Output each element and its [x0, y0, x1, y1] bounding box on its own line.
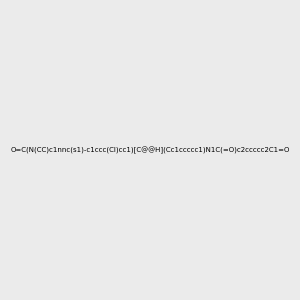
Text: O=C(N(CC)c1nnc(s1)-c1ccc(Cl)cc1)[C@@H](Cc1ccccc1)N1C(=O)c2ccccc2C1=O: O=C(N(CC)c1nnc(s1)-c1ccc(Cl)cc1)[C@@H](C… [10, 146, 290, 154]
